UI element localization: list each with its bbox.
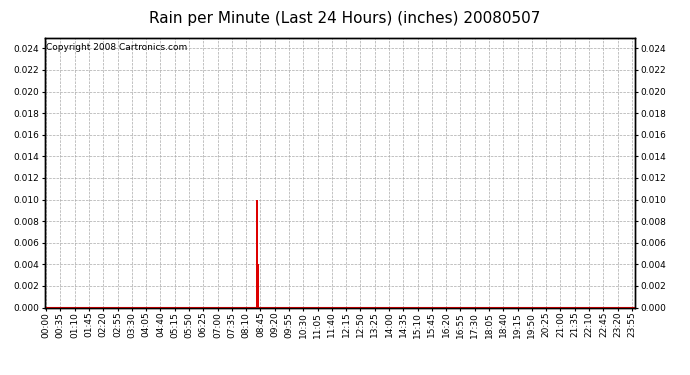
Text: Copyright 2008 Cartronics.com: Copyright 2008 Cartronics.com bbox=[46, 43, 187, 52]
Text: Rain per Minute (Last 24 Hours) (inches) 20080507: Rain per Minute (Last 24 Hours) (inches)… bbox=[149, 11, 541, 26]
